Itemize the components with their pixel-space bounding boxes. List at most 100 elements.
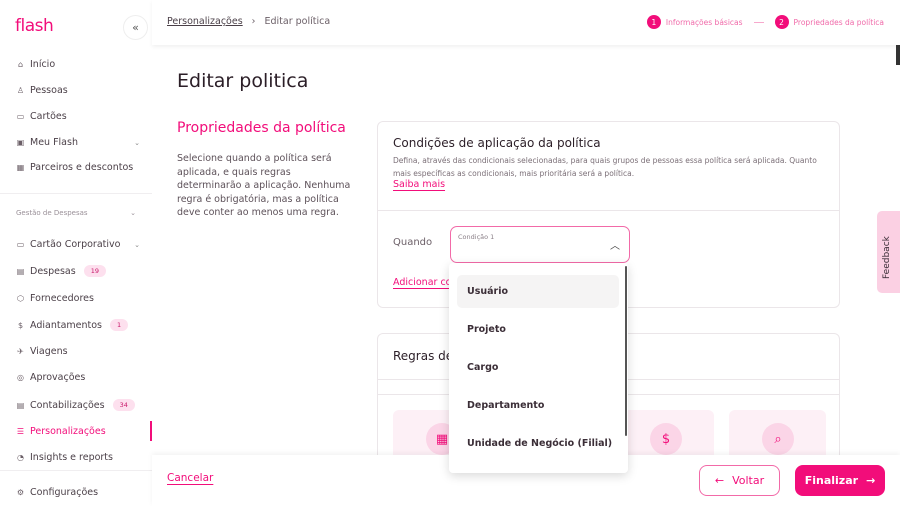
card-icon: ▭	[16, 112, 25, 121]
finish-button[interactable]: Finalizar →	[795, 465, 885, 496]
when-label: Quando	[393, 237, 433, 248]
sidebar-item-cartao-corporativo[interactable]: ▭ Cartão Corporativo ⌄	[16, 239, 146, 250]
wallet-icon: ▣	[16, 138, 25, 147]
learn-more-link[interactable]: Saiba mais	[393, 179, 446, 190]
option-cargo[interactable]: Cargo	[467, 362, 499, 373]
sliders-icon: ☰	[16, 427, 25, 436]
sidebar-item-configuracoes[interactable]: ⚙ Configurações	[16, 487, 146, 498]
section-gestao-despesas[interactable]: Gestão de Despesas ⌄	[16, 209, 136, 217]
arrow-right-icon: →	[866, 474, 876, 487]
option-unidade-negocio[interactable]: Unidade de Negócio (Filial)	[467, 438, 613, 449]
section-title: Propriedades da política	[177, 120, 346, 136]
divider	[0, 470, 152, 471]
back-button[interactable]: ← Voltar	[699, 465, 780, 496]
card-title: Regras de	[393, 349, 454, 363]
breadcrumb-parent[interactable]: Personalizações	[167, 16, 243, 27]
home-icon: ⌂	[17, 60, 24, 69]
condition-select[interactable]: Condição 1 ︿	[450, 226, 630, 263]
sidebar-item-meu-flash[interactable]: ▣ Meu Flash ⌄	[16, 137, 146, 148]
receipt-icon: ▤	[16, 266, 25, 276]
card-description: Defina, através das condicionais selecio…	[393, 156, 817, 178]
finish-label: Finalizar	[804, 474, 859, 487]
page-title: Editar politica	[177, 70, 309, 92]
count-badge: 34	[112, 399, 135, 411]
cancel-button[interactable]: Cancelar	[167, 472, 214, 484]
sidebar-item-contabilizacoes[interactable]: ▤ Contabilizações 34	[16, 399, 146, 411]
step-number: 2	[774, 15, 789, 29]
sidebar-item-cartoes[interactable]: ▭ Cartões	[16, 111, 146, 122]
divider	[0, 193, 152, 194]
card-icon: ▭	[16, 240, 25, 249]
active-indicator	[150, 421, 152, 441]
sidebar-item-label: Parceiros e descontos	[30, 162, 134, 173]
chart-pie-icon: ◔	[17, 453, 24, 462]
step-label: Informações básicas	[665, 17, 743, 27]
sidebar-item-adiantamentos[interactable]: $ Adiantamentos 1	[16, 319, 146, 331]
card-title: Condições de aplicação da política	[393, 136, 601, 150]
section-label: Gestão de Despesas	[16, 209, 88, 217]
sidebar-item-despesas[interactable]: ▤ Despesas 19	[16, 265, 146, 277]
sidebar-item-label: Cartão Corporativo	[30, 239, 121, 250]
scrollbar[interactable]	[896, 45, 900, 65]
option-usuario[interactable]: Usuário	[457, 275, 619, 308]
sidebar-item-label: Personalizações	[30, 426, 106, 437]
sidebar-item-inicio[interactable]: ⌂ Início	[16, 59, 146, 70]
sidebar-item-personalizacoes[interactable]: ☰ Personalizações	[16, 426, 146, 437]
ledger-icon: ▤	[16, 400, 25, 410]
option-departamento[interactable]: Departamento	[467, 400, 545, 411]
gear-icon: ⚙	[16, 488, 25, 497]
topbar: Personalizações › Editar política 1 Info…	[152, 0, 900, 45]
search-check-icon: ⌕	[762, 423, 794, 455]
sidebar-item-viagens[interactable]: ✈ Viagens	[16, 346, 146, 357]
store-icon: ▦	[16, 163, 25, 172]
divider	[378, 210, 839, 211]
sidebar-item-label: Viagens	[30, 346, 68, 357]
sidebar-item-fornecedores[interactable]: ⬡ Fornecedores	[16, 293, 146, 304]
sidebar-item-insights[interactable]: ◔ Insights e reports	[16, 452, 146, 463]
plane-icon: ✈	[17, 347, 24, 356]
sidebar-item-label: Meu Flash	[30, 137, 78, 148]
chevron-down-icon: ⌄	[130, 209, 136, 217]
chevron-down-icon: ⌄	[134, 240, 140, 249]
breadcrumb: Personalizações › Editar política	[167, 16, 330, 27]
box-icon: ⬡	[17, 294, 24, 303]
chevron-down-icon: ⌄	[134, 138, 140, 147]
sidebar-item-label: Início	[30, 59, 56, 70]
step-label: Propriedades da política	[793, 17, 884, 27]
dollar-icon: $	[17, 320, 24, 330]
feedback-tab[interactable]: Feedback	[877, 211, 900, 293]
select-label: Condição 1	[458, 233, 495, 241]
arrow-left-icon: ←	[714, 474, 725, 487]
sidebar-item-aprovacoes[interactable]: ◎ Aprovações	[16, 372, 146, 383]
sidebar-item-label: Despesas	[30, 265, 76, 277]
sidebar-item-label: Adiantamentos	[30, 319, 102, 331]
section-description: Selecione quando a política será aplicad…	[177, 153, 351, 218]
sidebar-item-pessoas[interactable]: ♙ Pessoas	[16, 85, 146, 96]
dollar-icon: $	[650, 423, 682, 455]
condition-dropdown: Usuário Projeto Cargo Departamento Unida…	[449, 263, 628, 473]
count-badge: 1	[110, 319, 129, 331]
sidebar-item-label: Insights e reports	[30, 452, 113, 463]
chevron-right-icon: ›	[251, 16, 256, 27]
people-icon: ♙	[16, 86, 25, 95]
sidebar-item-label: Fornecedores	[30, 293, 94, 304]
back-label: Voltar	[732, 474, 765, 487]
sidebar: flash « ⌂ Início ♙ Pessoas ▭ Cartões ▣ Meu F…	[0, 0, 152, 506]
sidebar-item-label: Pessoas	[30, 85, 68, 96]
sidebar-item-parceiros[interactable]: ▦ Parceiros e descontos	[16, 162, 146, 173]
option-projeto[interactable]: Projeto	[467, 324, 506, 335]
feedback-label: Feedback	[882, 236, 892, 279]
collapse-sidebar-button[interactable]: «	[123, 15, 148, 40]
sidebar-item-label: Configurações	[30, 487, 99, 498]
sidebar-item-label: Cartões	[30, 111, 67, 122]
sidebar-item-label: Aprovações	[30, 372, 86, 383]
dropdown-scrollbar[interactable]	[625, 266, 627, 436]
stepper: 1 Informações básicas 2 Propriedades da …	[646, 15, 884, 29]
check-circle-icon: ◎	[17, 373, 24, 382]
sidebar-item-label: Contabilizações	[30, 399, 105, 411]
add-condition-link[interactable]: Adicionar co	[393, 277, 452, 288]
chevron-up-icon: ︿	[610, 241, 620, 252]
breadcrumb-current: Editar política	[264, 16, 331, 27]
step-number: 1	[646, 15, 661, 29]
step-connector	[753, 21, 764, 23]
